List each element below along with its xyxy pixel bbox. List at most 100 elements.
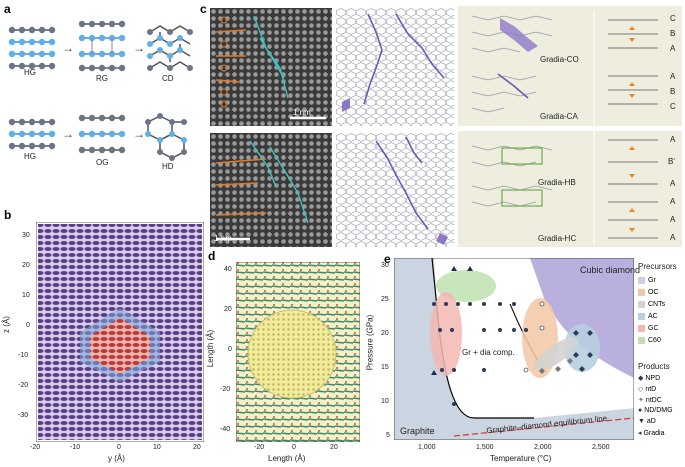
c-lattice-top [336, 8, 454, 126]
legend-product-ad: ▼ aD [638, 418, 656, 425]
label-og: OG [96, 158, 109, 167]
b-ytick-0: 0 [26, 322, 30, 329]
d-xtick-0: 0 [292, 444, 296, 451]
legend-precursors-title: Precursors [638, 262, 677, 271]
b-ytick-m30: -30 [18, 412, 29, 419]
model-gradia-co: Gradia-CO [540, 55, 579, 64]
c-models-box-top [458, 6, 682, 126]
label-hg-1: HG [24, 68, 36, 77]
d-xtick-20: 20 [330, 444, 338, 451]
legend-product-ntd: ◇ ntD [638, 386, 657, 393]
stack-a3-bottom: A [670, 197, 676, 206]
svg-text:→: → [62, 41, 74, 55]
legend-precursor-item: GC [638, 322, 684, 334]
d-ytick-20: 20 [224, 306, 232, 313]
legend-swatch [638, 288, 645, 296]
stack-c-top: C [670, 14, 676, 23]
b-ytick-30: 30 [22, 232, 30, 239]
b-xtick-m10: -10 [70, 444, 81, 451]
legend-swatch [638, 300, 645, 308]
e-region-comp: Gr + dia comp. [462, 348, 515, 357]
svg-text:→: → [133, 127, 145, 141]
legend-precursor-item: AC [638, 310, 684, 322]
b-ytick-m10: -10 [18, 352, 29, 359]
legend-precursor-item: CNTs [638, 298, 684, 310]
legend-product-nd-dmg: ● ND/DMG [638, 407, 673, 414]
legend-precursor-item: OC [638, 286, 684, 298]
b-xlabel: y (Å) [108, 454, 125, 463]
b-ytick-m20: -20 [18, 382, 29, 389]
label-hg-2: HG [24, 152, 36, 161]
model-gradia-ca: Gradia-CA [540, 112, 578, 121]
panel-c-letter: c [200, 2, 207, 16]
stack-a-top: A [670, 44, 676, 53]
legend-swatch [638, 276, 645, 284]
stack-bprime-bottom: B' [668, 157, 675, 166]
d-xlabel: Length (Å) [268, 454, 306, 463]
stack-a4-bottom: A [670, 215, 676, 224]
stack-b2-top: B [670, 87, 676, 96]
e-ytick-15: 15 [381, 364, 389, 371]
stack-b-top: B [670, 29, 676, 38]
model-gradia-hc: Gradia-HC [538, 234, 577, 243]
legend-precursors: Gr OC CNTs AC GC C60 [638, 274, 684, 346]
panel-d-nanocrystal [236, 262, 360, 442]
e-xlabel: Temperature (°C) [490, 454, 552, 463]
d-ytick-40: 40 [224, 266, 232, 273]
legend-swatch [638, 312, 645, 320]
legend-products-title: Products [638, 362, 670, 371]
stack-a5-bottom: A [670, 233, 676, 242]
e-xtick-1500: 1,500 [476, 444, 494, 451]
d-ytick-0: 0 [228, 346, 232, 353]
e-ytick-20: 20 [381, 330, 389, 337]
e-xtick-1000: 1,000 [418, 444, 436, 451]
legend-precursor-item: C60 [638, 334, 684, 346]
e-xtick-2000: 2,000 [534, 444, 552, 451]
panel-e-phase-diagram [394, 258, 634, 440]
label-rg: RG [96, 74, 108, 83]
panel-b-letter: b [4, 208, 12, 222]
stack-a2-bottom: A [670, 179, 676, 188]
c-tem-image-top [210, 8, 332, 126]
b-xtick-m20: -20 [30, 444, 41, 451]
d-ylabel: Length (Å) [206, 329, 216, 368]
svg-text:→: → [62, 127, 74, 141]
b-ytick-20: 20 [22, 262, 30, 269]
stack-a-bottom: A [670, 135, 676, 144]
panel-d-letter: d [208, 249, 216, 263]
legend-product-npd: ◆ NPD [638, 375, 661, 382]
e-region-graphite: Graphite [400, 426, 435, 436]
b-ytick-10: 10 [22, 292, 30, 299]
c-tem-image-bottom [210, 133, 332, 247]
legend-swatch [638, 336, 645, 344]
label-cd: CD [162, 74, 174, 83]
b-xtick-0: 0 [117, 444, 121, 451]
e-xtick-2500: 2,500 [592, 444, 610, 451]
c-lattice-bottom [336, 133, 454, 247]
c-scale-top: 1 nm [293, 108, 311, 117]
panel-e-letter: e [384, 252, 391, 266]
legend-product-ntdc: ✦ ntDC [638, 397, 662, 404]
svg-text:→: → [133, 41, 145, 55]
legend-products: ◆ NPD ◇ ntD ✦ ntDC ● ND/DMG ▼ aD ◂ Gradi… [638, 374, 684, 440]
c-models-box-bottom [458, 131, 682, 247]
c-scale-bottom: 1 nm [214, 234, 232, 243]
panel-b-md-structure [36, 222, 204, 442]
d-xtick-m20: -20 [254, 444, 265, 451]
stack-a2-top: A [670, 72, 676, 81]
e-ylabel: Pressure (GPa) [365, 314, 375, 371]
e-region-cubic: Cubic diamond [580, 265, 641, 275]
d-ytick-m20: -20 [220, 386, 231, 393]
legend-swatch [638, 324, 645, 332]
e-ytick-30: 30 [381, 262, 389, 269]
b-xtick-20: 20 [193, 444, 201, 451]
legend-product-gradia: ◂ Gradia [638, 430, 665, 437]
label-hd: HD [162, 162, 174, 171]
e-ytick-5: 5 [386, 432, 390, 439]
e-ytick-25: 25 [381, 296, 389, 303]
b-xtick-10: 10 [153, 444, 161, 451]
panel-a-letter: a [4, 2, 11, 16]
c-models-drawings [471, 10, 658, 244]
model-gradia-hb: Gradia-HB [538, 178, 576, 187]
panel-a-schematic: → → → → [8, 20, 193, 161]
